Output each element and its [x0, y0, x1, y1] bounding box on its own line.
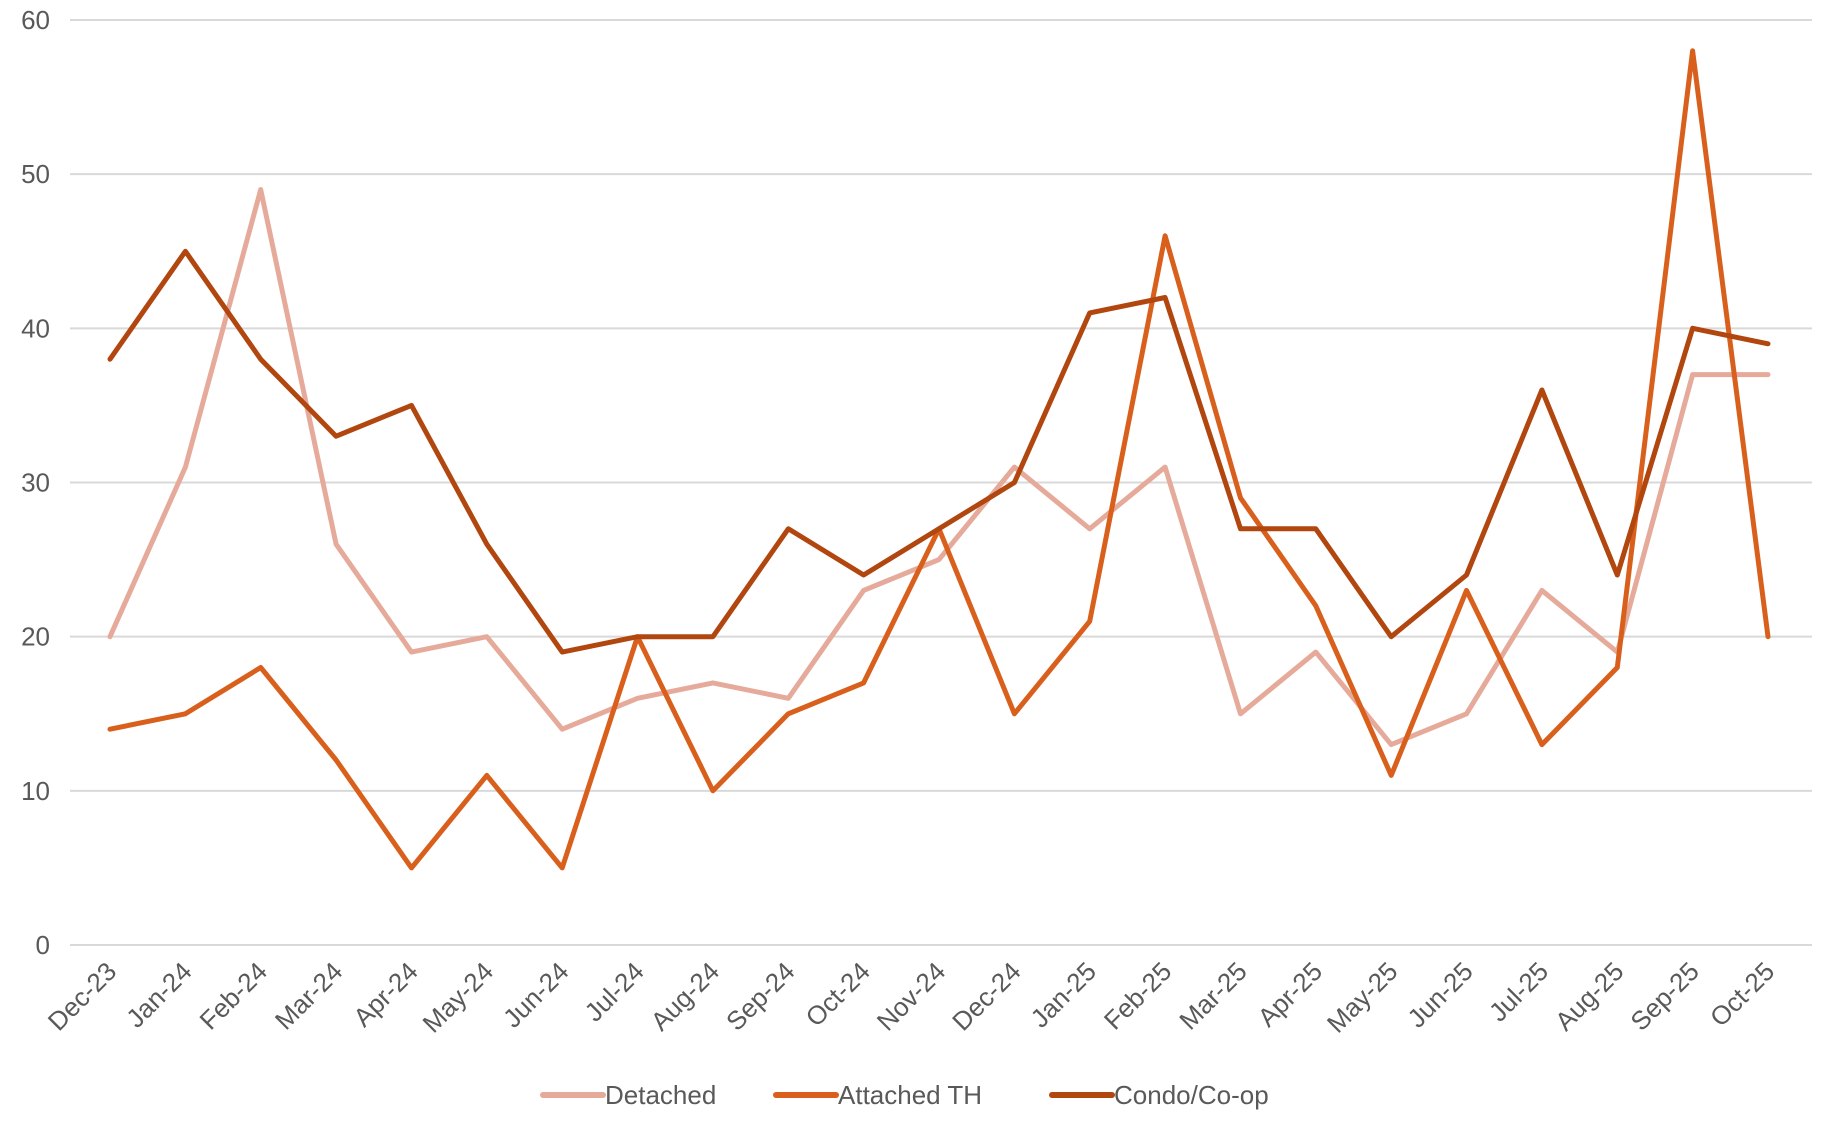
y-tick-label: 30: [21, 468, 50, 498]
x-tick-label: Mar-25: [1173, 956, 1252, 1035]
x-tick-label: Jun-24: [497, 956, 574, 1033]
x-tick-label: Sep-24: [720, 956, 800, 1036]
series-line-detached: [107, 187, 1771, 748]
y-tick-label: 0: [36, 930, 50, 960]
x-tick-label: Aug-24: [645, 956, 725, 1036]
x-tick-label: Feb-24: [193, 956, 272, 1035]
x-tick-label: Oct-25: [1704, 956, 1780, 1032]
y-axis-tick-labels: 0 10 20 30 40 50 60: [21, 5, 50, 960]
x-tick-label: Jul-24: [578, 956, 649, 1027]
y-tick-label: 60: [21, 5, 50, 35]
y-tick-label: 10: [21, 776, 50, 806]
x-tick-label: Dec-24: [946, 956, 1026, 1036]
x-tick-label: Apr-24: [347, 956, 423, 1032]
y-tick-label: 50: [21, 159, 50, 189]
legend: Detached Attached TH Condo/Co-op: [540, 1080, 1269, 1110]
x-tick-label: Oct-24: [799, 956, 875, 1032]
x-tick-label: Apr-25: [1252, 956, 1328, 1032]
x-tick-label: Feb-25: [1098, 956, 1177, 1035]
x-axis-tick-labels: Dec-23Jan-24Feb-24Mar-24Apr-24May-24Jun-…: [42, 956, 1780, 1039]
legend-label-condo-co-op: Condo/Co-op: [1114, 1080, 1269, 1110]
x-tick-label: Mar-24: [269, 956, 348, 1035]
x-tick-label: Dec-23: [42, 956, 122, 1036]
series-lines: [107, 48, 1771, 871]
x-tick-label: Jun-25: [1401, 956, 1478, 1033]
x-tick-label: Sep-25: [1624, 956, 1704, 1036]
legend-label-attached-th: Attached TH: [838, 1080, 982, 1110]
y-tick-label: 20: [21, 622, 50, 652]
x-tick-label: Aug-25: [1549, 956, 1629, 1036]
x-tick-label: Jan-24: [120, 956, 197, 1033]
x-tick-label: Nov-24: [871, 956, 951, 1036]
x-tick-label: Jan-25: [1025, 956, 1102, 1033]
x-tick-label: Jul-25: [1483, 956, 1554, 1027]
y-tick-label: 40: [21, 313, 50, 343]
x-tick-label: May-25: [1321, 956, 1404, 1039]
legend-label-detached: Detached: [605, 1080, 716, 1110]
grid-lines: [70, 19, 1812, 946]
x-tick-label: May-24: [417, 956, 500, 1039]
series-line-condo-co-op: [107, 248, 1771, 655]
